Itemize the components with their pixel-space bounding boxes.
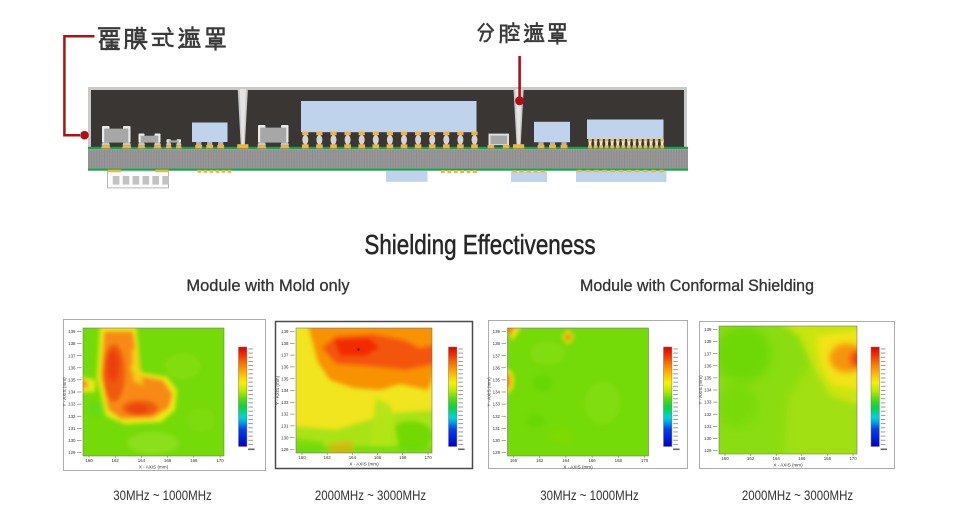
- svg-text:164: 164: [773, 456, 781, 461]
- svg-text:X - AXIS (mm): X - AXIS (mm): [349, 462, 379, 467]
- svg-text:131: 131: [704, 424, 712, 429]
- svg-text:162: 162: [536, 458, 544, 463]
- svg-text:136: 136: [704, 363, 712, 368]
- svg-text:160: 160: [510, 458, 518, 463]
- svg-text:134: 134: [704, 388, 712, 393]
- svg-text:137: 137: [281, 353, 289, 358]
- svg-text:168: 168: [399, 455, 407, 460]
- svg-text:164: 164: [562, 458, 570, 463]
- svg-text:164: 164: [138, 458, 146, 463]
- svg-text:168: 168: [824, 456, 832, 461]
- svg-text:132: 132: [493, 414, 501, 419]
- svg-text:135: 135: [704, 376, 712, 381]
- svg-text:160: 160: [85, 458, 93, 463]
- svg-text:135: 135: [68, 378, 76, 383]
- svg-text:130: 130: [493, 438, 501, 443]
- svg-text:138: 138: [68, 341, 76, 346]
- svg-text:139: 139: [281, 329, 289, 334]
- svg-text:170: 170: [424, 455, 432, 460]
- svg-text:X - AXIS (mm): X - AXIS (mm): [563, 465, 593, 470]
- svg-text:131: 131: [281, 424, 289, 429]
- svg-text:133: 133: [68, 402, 76, 407]
- svg-text:136: 136: [281, 365, 289, 370]
- svg-text:137: 137: [704, 351, 712, 356]
- svg-text:Y - AXIS (mm): Y - AXIS (mm): [487, 377, 492, 407]
- svg-text:132: 132: [281, 412, 289, 417]
- svg-text:131: 131: [68, 426, 76, 431]
- svg-text:138: 138: [704, 339, 712, 344]
- svg-text:X - AXIS (mm): X - AXIS (mm): [773, 463, 803, 468]
- svg-text:138: 138: [281, 341, 289, 346]
- svg-text:129: 129: [281, 447, 289, 452]
- svg-text:139: 139: [68, 329, 76, 334]
- svg-text:X - AXIS (mm): X - AXIS (mm): [139, 465, 169, 470]
- svg-text:138: 138: [493, 341, 501, 346]
- svg-text:162: 162: [324, 455, 332, 460]
- svg-text:170: 170: [641, 458, 649, 463]
- svg-text:168: 168: [190, 458, 198, 463]
- svg-text:166: 166: [798, 456, 806, 461]
- svg-text:135: 135: [493, 378, 501, 383]
- svg-text:Y - AXIS (mm): Y - AXIS (mm): [62, 377, 67, 407]
- svg-text:Y - AXIS (mm): Y - AXIS (mm): [698, 375, 703, 405]
- svg-text:129: 129: [68, 450, 76, 455]
- svg-text:166: 166: [588, 458, 596, 463]
- svg-text:137: 137: [493, 353, 501, 358]
- svg-text:133: 133: [281, 400, 289, 405]
- svg-text:139: 139: [493, 329, 501, 334]
- svg-text:129: 129: [493, 450, 501, 455]
- svg-text:162: 162: [112, 458, 120, 463]
- svg-text:Y - AXIS (mm): Y - AXIS (mm): [275, 375, 280, 405]
- svg-text:168: 168: [615, 458, 623, 463]
- svg-text:166: 166: [164, 458, 172, 463]
- svg-text:170: 170: [216, 458, 224, 463]
- svg-text:134: 134: [281, 388, 289, 393]
- svg-text:135: 135: [281, 376, 289, 381]
- svg-text:130: 130: [704, 436, 712, 441]
- svg-text:160: 160: [298, 455, 306, 460]
- svg-text:133: 133: [704, 400, 712, 405]
- svg-text:139: 139: [704, 327, 712, 332]
- svg-text:130: 130: [281, 435, 289, 440]
- svg-text:132: 132: [704, 412, 712, 417]
- svg-text:133: 133: [493, 402, 501, 407]
- svg-text:131: 131: [493, 426, 501, 431]
- svg-text:134: 134: [68, 390, 76, 395]
- svg-text:164: 164: [349, 455, 357, 460]
- svg-text:137: 137: [68, 353, 76, 358]
- svg-text:129: 129: [704, 448, 712, 453]
- svg-text:170: 170: [849, 456, 857, 461]
- svg-text:162: 162: [747, 456, 755, 461]
- svg-text:130: 130: [68, 438, 76, 443]
- svg-text:166: 166: [374, 455, 382, 460]
- svg-text:132: 132: [68, 414, 76, 419]
- svg-text:136: 136: [68, 365, 76, 370]
- svg-text:136: 136: [493, 365, 501, 370]
- svg-text:134: 134: [493, 390, 501, 395]
- svg-text:160: 160: [721, 456, 729, 461]
